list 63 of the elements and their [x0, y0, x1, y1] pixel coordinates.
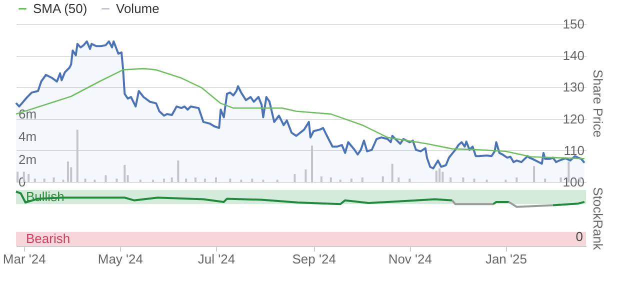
bar	[76, 130, 78, 182]
y2-tick-label: 4m	[18, 129, 37, 144]
bar	[473, 178, 476, 182]
bar	[320, 176, 322, 182]
x-tick-label: Sep '24	[292, 252, 336, 266]
bar	[516, 177, 518, 182]
bar	[311, 146, 314, 182]
y-tick-label: 110	[564, 142, 584, 158]
y-tick-label: 150	[562, 16, 584, 32]
y-tick-label: 130	[562, 80, 584, 95]
bar	[578, 177, 581, 182]
bar	[398, 177, 400, 182]
y-tick-label: 120	[562, 111, 584, 126]
y-tick-label: 100	[562, 174, 584, 190]
y-axis-title: Share Price	[590, 70, 606, 138]
x-tick-label: Jan '25	[485, 252, 527, 266]
x-tick-label: May '24	[98, 252, 143, 266]
bar	[251, 178, 254, 182]
bar	[450, 177, 452, 182]
bar	[43, 178, 46, 182]
band-label: Bearish	[26, 230, 70, 246]
legend-label: Volume	[116, 0, 160, 16]
bar	[533, 166, 536, 182]
bar	[170, 177, 173, 182]
bar	[435, 170, 438, 182]
bar	[304, 169, 307, 182]
bar	[382, 176, 384, 182]
bar	[204, 178, 206, 182]
bar	[16, 172, 19, 182]
bar	[52, 177, 55, 182]
bar	[66, 162, 69, 182]
x-tick-label: Nov '24	[388, 252, 432, 266]
bar	[294, 174, 296, 182]
bar	[330, 177, 332, 182]
y-tick-label: 140	[562, 48, 584, 64]
bar	[391, 164, 394, 182]
bar	[229, 178, 232, 182]
bar	[185, 178, 188, 182]
bar	[214, 177, 217, 182]
bar	[442, 172, 444, 182]
bar	[177, 160, 180, 182]
x-tick-label: Jul '24	[198, 252, 236, 266]
legend-label: SMA (50)	[33, 0, 88, 16]
bar	[544, 178, 546, 182]
bar	[28, 174, 30, 182]
bar	[438, 168, 441, 182]
bar	[116, 178, 118, 182]
bar	[34, 178, 36, 182]
bar	[194, 177, 197, 182]
bar	[104, 175, 107, 182]
x-tick-label: Mar '24	[2, 252, 46, 266]
bar	[361, 177, 364, 182]
bar	[124, 164, 126, 182]
y-axis-title: StockRank	[590, 187, 606, 250]
bar	[462, 177, 464, 182]
bar	[163, 178, 166, 182]
y2-tick-label: 2m	[18, 152, 37, 167]
bar	[350, 178, 352, 182]
bar	[560, 177, 562, 182]
bar	[84, 178, 86, 182]
annotation: 0	[576, 229, 583, 244]
y2-tick-label: 6m	[18, 106, 37, 122]
bar	[408, 178, 411, 182]
